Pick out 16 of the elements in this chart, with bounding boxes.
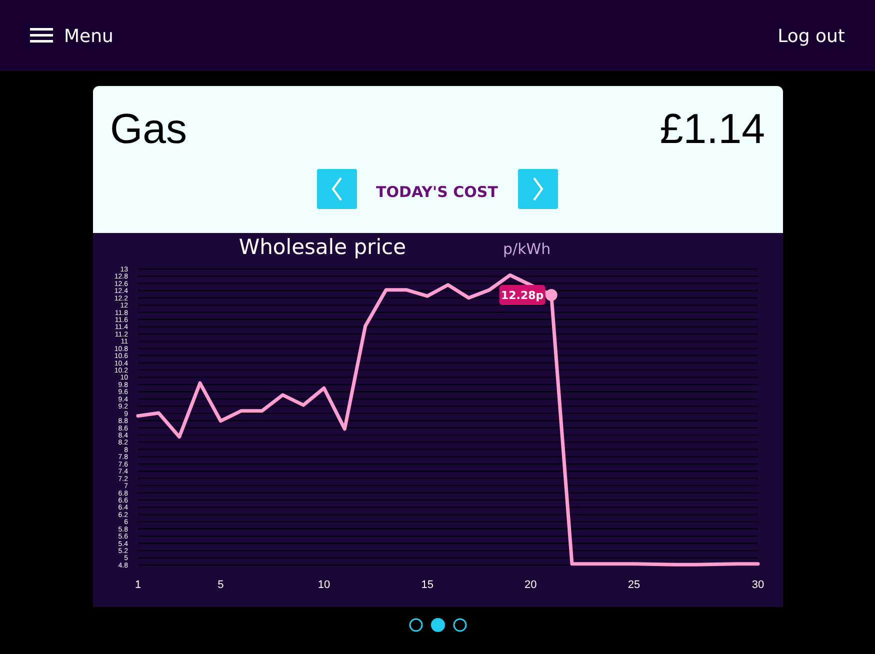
x-tick-label: 15 (421, 579, 434, 591)
x-tick-label: 25 (628, 579, 640, 591)
data-label: 12.28p (500, 288, 544, 302)
x-tick-label: 10 (318, 579, 330, 591)
line-series (136, 273, 760, 566)
text: TODAY'S COST (376, 183, 499, 201)
chart-subtitle: p/kWh (503, 240, 551, 258)
x-tick-label: 30 (752, 579, 764, 591)
x-tick-label: 20 (524, 579, 537, 591)
x-tick-label: 5 (218, 579, 224, 591)
text: £1.14 (660, 105, 765, 152)
x-tick-label: 1 (134, 579, 142, 591)
text: Menu (64, 26, 114, 47)
text: Gas (110, 105, 188, 152)
chart-title: Wholesale price (238, 235, 406, 259)
text: Log out (778, 26, 845, 47)
